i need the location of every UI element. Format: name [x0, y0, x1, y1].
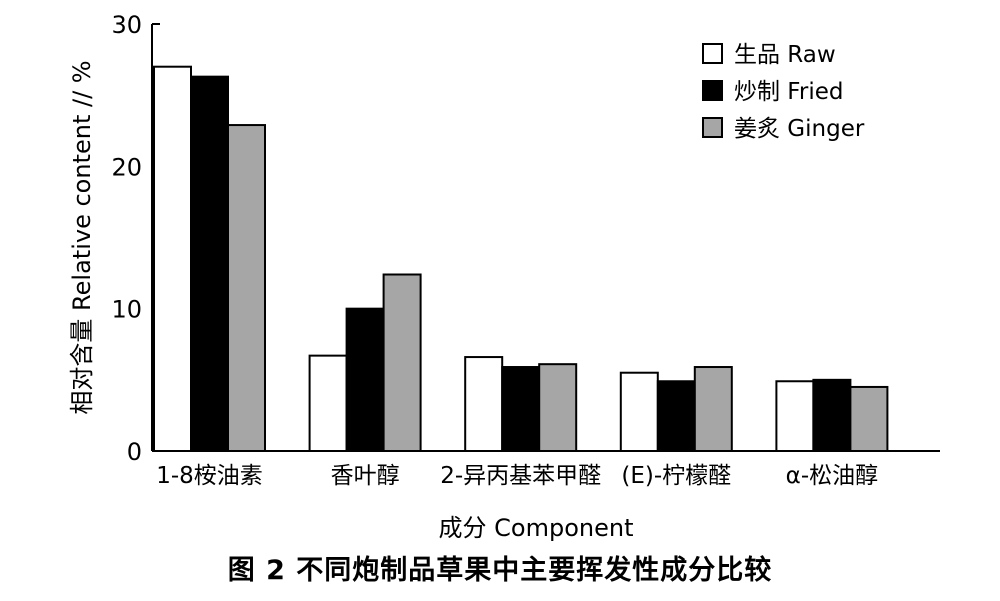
x-tick-label: α-松油醇	[786, 463, 878, 489]
bar	[308, 354, 348, 452]
bar	[227, 124, 266, 452]
y-axis-title: 相对含量 Relative content // %	[68, 60, 96, 414]
bar	[849, 385, 889, 453]
legend-label: 姜炙 Ginger	[734, 116, 865, 142]
bar	[345, 307, 385, 452]
bar	[538, 363, 578, 452]
legend-swatch	[702, 43, 723, 64]
legend-swatch	[702, 117, 723, 138]
y-tick-label: 30	[111, 11, 142, 39]
bar	[464, 356, 504, 452]
figure-caption: 图 2 不同炮制品草果中主要挥发性成分比较	[227, 555, 773, 586]
bar	[619, 371, 659, 453]
legend-swatch	[702, 80, 723, 101]
bar	[382, 273, 422, 452]
bar	[693, 366, 733, 453]
bar	[775, 380, 815, 452]
bar	[153, 65, 192, 452]
legend-label: 生品 Raw	[734, 42, 836, 68]
bar	[656, 380, 696, 452]
y-tick-label: 0	[127, 438, 142, 466]
x-axis-title: 成分 Component	[439, 514, 634, 542]
y-tick-label: 10	[111, 296, 142, 324]
x-tick-label: 2-异丙基苯甲醛	[440, 463, 601, 489]
bar	[501, 366, 541, 453]
x-tick-label: 香叶醇	[331, 463, 400, 489]
bar	[190, 75, 229, 452]
legend-label: 炒制 Fried	[734, 79, 843, 105]
x-tick-label: (E)-柠檬醛	[621, 463, 731, 489]
y-tick-label: 20	[111, 153, 142, 181]
bar	[812, 378, 852, 453]
x-tick-label: 1-8桉油素	[156, 463, 263, 489]
